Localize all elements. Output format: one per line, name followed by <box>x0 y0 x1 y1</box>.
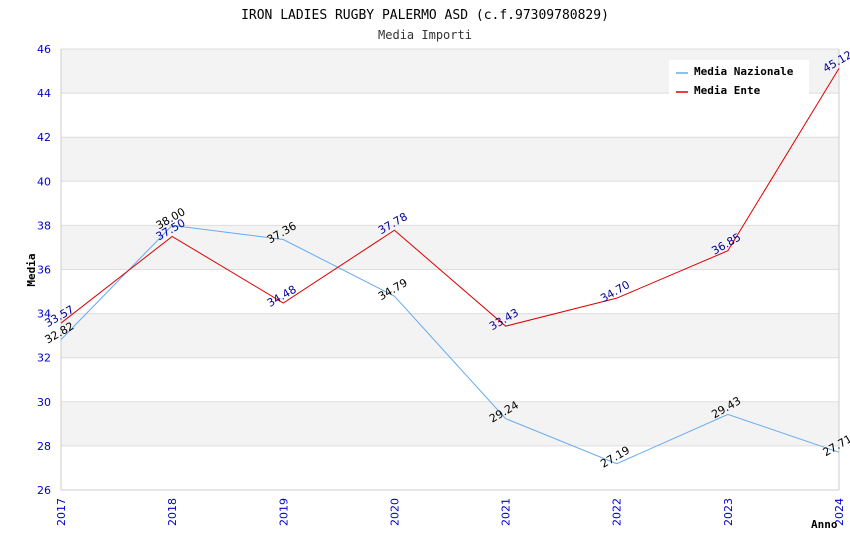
y-tick-label: 34 <box>37 308 51 321</box>
x-tick-label: 2021 <box>500 498 513 526</box>
y-axis-ticks: 26 28 30 32 34 36 38 40 42 44 46 <box>37 43 51 497</box>
y-tick-label: 36 <box>37 264 51 277</box>
series-line-0 <box>60 224 840 465</box>
series-lines <box>60 68 840 465</box>
legend-label: Media Ente <box>694 84 761 97</box>
x-tick-label: 2017 <box>55 498 68 526</box>
y-tick-label: 40 <box>37 175 51 188</box>
chart-title: IRON LADIES RUGBY PALERMO ASD (c.f.97309… <box>241 8 609 23</box>
y-tick-label: 30 <box>37 396 51 409</box>
legend-label: Media Nazionale <box>694 65 794 78</box>
y-tick-label: 44 <box>37 87 51 100</box>
x-axis-label: Anno <box>811 518 838 531</box>
legend-box <box>669 60 809 94</box>
chart-subtitle: Media Importi <box>378 28 472 42</box>
y-tick-label: 46 <box>37 43 51 56</box>
series-line-1 <box>60 68 840 327</box>
plot-band <box>61 445 839 490</box>
plot-band <box>61 401 839 446</box>
plot-band <box>61 313 839 358</box>
plot-band <box>61 137 839 182</box>
plot-band <box>61 181 839 226</box>
x-axis-ticks: 2017 2018 2019 2020 2021 2022 2023 2024 <box>55 498 846 526</box>
y-tick-label: 32 <box>37 352 51 365</box>
x-tick-label: 2023 <box>722 498 735 526</box>
y-tick-label: 38 <box>37 219 51 232</box>
x-tick-label: 2024 <box>833 498 846 526</box>
plot-band <box>61 93 839 138</box>
plot-background <box>61 49 839 490</box>
plot-band <box>61 357 839 402</box>
x-tick-label: 2020 <box>388 498 401 526</box>
y-tick-label: 42 <box>37 131 51 144</box>
y-axis-label: Media <box>25 253 38 286</box>
y-tick-label: 26 <box>37 484 51 497</box>
plot-band <box>61 269 839 314</box>
x-tick-label: 2019 <box>277 498 290 526</box>
legend: Media Nazionale Media Ente <box>669 60 809 97</box>
y-tick-label: 28 <box>37 440 51 453</box>
x-tick-label: 2022 <box>611 498 624 526</box>
x-tick-label: 2018 <box>166 498 179 526</box>
